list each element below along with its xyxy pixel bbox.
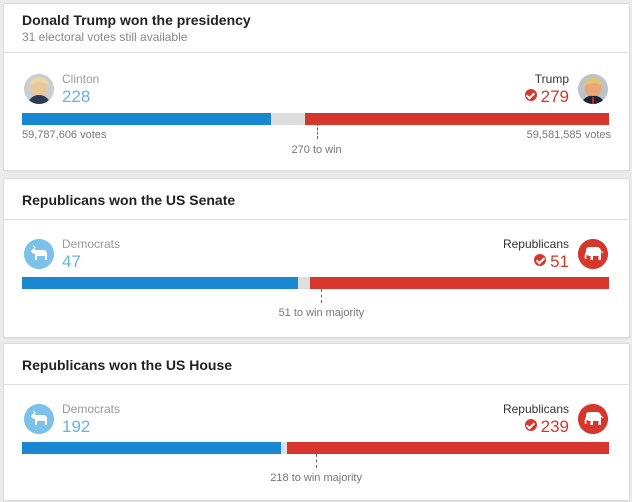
- donkey-icon: [24, 239, 54, 269]
- senate-title: Republicans won the US Senate: [22, 192, 236, 208]
- house-header: Republicans won the US House: [4, 344, 629, 385]
- presidency-card: Donald Trump won the presidency 31 elect…: [3, 3, 630, 171]
- house-bar: [22, 442, 609, 454]
- win-threshold-marker: [316, 123, 318, 139]
- senate-rep-count-row: 51: [534, 252, 569, 272]
- house-dem-label: Democrats: [62, 402, 121, 416]
- senate-dem-label: Democrats: [62, 237, 121, 251]
- senate-dem-count: 47: [62, 252, 81, 271]
- winner-check-icon: [534, 254, 547, 266]
- elephant-icon: [578, 404, 608, 434]
- dem-electoral-count: 228: [62, 87, 91, 106]
- win-threshold-marker: [316, 454, 318, 468]
- house-rep-label: Republicans: [502, 402, 569, 416]
- win-threshold-label: 218 to win majority: [270, 472, 362, 484]
- rep-bar-segment: [304, 113, 609, 125]
- presidency-bar: [22, 113, 609, 125]
- elephant-icon: [578, 239, 608, 269]
- rep-bar-segment: [286, 442, 609, 454]
- trump-avatar: [578, 74, 608, 104]
- senate-rep-label: Republicans: [502, 237, 569, 251]
- winner-check-icon: [524, 419, 537, 431]
- rep-electoral-count-row: 279: [524, 87, 569, 107]
- rep-electoral-count: 279: [540, 87, 569, 106]
- presidency-subtitle: 31 electoral votes still available: [22, 30, 188, 44]
- house-rep-count: 239: [540, 417, 569, 436]
- rep-popular-votes: 59,581,585 votes: [526, 129, 611, 141]
- house-dem-count: 192: [62, 417, 91, 436]
- clinton-avatar: [24, 74, 54, 104]
- dem-bar-segment: [22, 442, 282, 454]
- senate-card: Republicans won the US Senate Democrats …: [3, 178, 630, 338]
- rep-bar-segment: [309, 277, 609, 289]
- dem-bar-segment: [22, 113, 271, 125]
- winner-check-icon: [524, 89, 537, 101]
- win-threshold-marker: [321, 289, 323, 303]
- dem-popular-votes: 59,787,606 votes: [22, 129, 107, 141]
- presidency-title: Donald Trump won the presidency: [22, 12, 251, 28]
- dem-bar-segment: [22, 277, 298, 289]
- presidency-header: Donald Trump won the presidency 31 elect…: [4, 4, 629, 53]
- senate-rep-count: 51: [550, 252, 569, 271]
- dem-candidate-name: Clinton: [62, 72, 100, 86]
- house-card: Republicans won the US House Democrats 1…: [3, 343, 630, 501]
- senate-header: Republicans won the US Senate: [4, 179, 629, 220]
- house-rep-count-row: 239: [524, 417, 569, 437]
- win-threshold-label: 270 to win: [291, 144, 342, 156]
- house-title: Republicans won the US House: [22, 357, 233, 373]
- win-threshold-label: 51 to win majority: [278, 307, 365, 319]
- donkey-icon: [24, 404, 54, 434]
- rep-candidate-name: Trump: [534, 72, 569, 86]
- senate-bar: [22, 277, 609, 289]
